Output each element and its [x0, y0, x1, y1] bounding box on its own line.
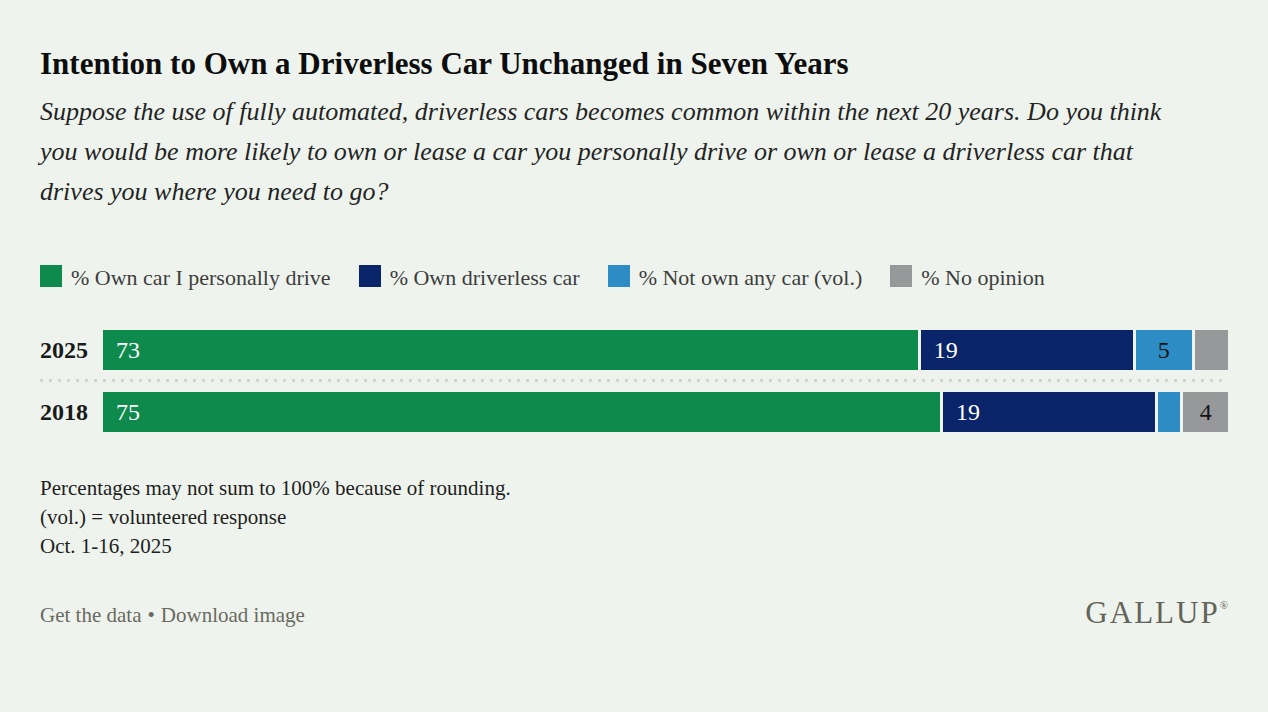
- chart-legend: % Own car I personally drive % Own driver…: [40, 254, 1170, 302]
- footnote-vol: (vol.) = volunteered response: [40, 503, 1228, 532]
- bar-segment: 5: [1136, 330, 1192, 370]
- stacked-bar-chart: 202573 19 5 201875 19 4: [40, 330, 1228, 432]
- legend-swatch-icon: [890, 265, 912, 287]
- gallup-logo-text: GALLUP: [1085, 595, 1219, 630]
- bar-segment: 73: [103, 330, 918, 370]
- footer-links-separator: •: [147, 603, 154, 627]
- bar-segment: [1158, 392, 1180, 432]
- legend-label: % Own driverless car: [390, 265, 580, 290]
- bar-segment: 4: [1183, 392, 1228, 432]
- chart-subtitle: Suppose the use of fully automated, driv…: [40, 92, 1200, 212]
- footnote-rounding: Percentages may not sum to 100% because …: [40, 474, 1228, 503]
- legend-swatch-icon: [40, 265, 62, 287]
- row-separator: [40, 379, 1228, 382]
- legend-label: % No opinion: [921, 265, 1044, 290]
- legend-swatch-icon: [359, 265, 381, 287]
- legend-label: % Not own any car (vol.): [639, 265, 863, 290]
- bar-segment: 19: [921, 330, 1133, 370]
- get-the-data-link[interactable]: Get the data: [40, 603, 141, 627]
- bar-value-label: 19: [921, 337, 958, 364]
- legend-label: % Own car I personally drive: [71, 265, 331, 290]
- bar-segment: 19: [943, 392, 1155, 432]
- legend-swatch-icon: [608, 265, 630, 287]
- gallup-chart-card: Intention to Own a Driverless Car Unchan…: [0, 0, 1268, 712]
- legend-item: % Not own any car (vol.): [608, 265, 863, 290]
- bar-value-label: 19: [943, 399, 980, 426]
- bar-row: 202573 19 5: [40, 330, 1228, 370]
- stacked-bar: 73 19 5: [103, 330, 1228, 370]
- legend-item: % No opinion: [890, 265, 1044, 290]
- footnote-date: Oct. 1-16, 2025: [40, 532, 1228, 561]
- download-image-link[interactable]: Download image: [161, 603, 305, 627]
- bar-value-label: 73: [103, 337, 140, 364]
- legend-item: % Own driverless car: [359, 265, 580, 290]
- bar-value-label: 4: [1200, 399, 1212, 426]
- stacked-bar: 75 19 4: [103, 392, 1228, 432]
- chart-footer: Get the data• Download image GALLUP®: [40, 597, 1228, 628]
- category-label: 2025: [40, 337, 103, 364]
- footer-links: Get the data• Download image: [40, 603, 305, 628]
- bar-segment: [1195, 330, 1228, 370]
- category-label: 2018: [40, 399, 103, 426]
- registered-mark: ®: [1220, 599, 1228, 611]
- gallup-logo: GALLUP®: [1085, 597, 1228, 628]
- chart-footnotes: Percentages may not sum to 100% because …: [40, 474, 1228, 561]
- bar-value-label: 75: [103, 399, 140, 426]
- bar-value-label: 5: [1158, 337, 1170, 364]
- bar-segment: 75: [103, 392, 940, 432]
- bar-row: 201875 19 4: [40, 392, 1228, 432]
- page-title: Intention to Own a Driverless Car Unchan…: [40, 0, 1228, 82]
- legend-item: % Own car I personally drive: [40, 265, 331, 290]
